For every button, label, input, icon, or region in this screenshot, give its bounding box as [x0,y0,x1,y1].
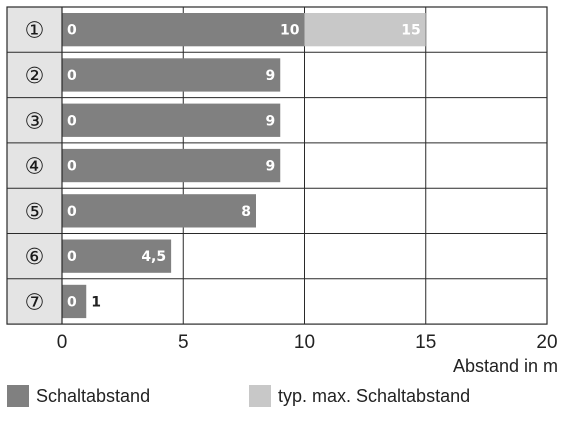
row-label-6: ⑥ [25,245,45,270]
bar-end-label-1: 10 [280,23,300,39]
bar-2 [62,58,281,92]
bar-1 [62,13,305,47]
chart-grid [7,7,548,325]
bar-start-label-3: 0 [67,113,77,129]
bar-start-label-1: 0 [67,23,77,39]
bar-end-label-7: 1 [91,294,101,310]
bar-6 [62,239,172,273]
bar-start-label-7: 0 [67,294,77,310]
row-label-1: ① [25,19,45,44]
x-tick-label-5: 5 [178,332,189,353]
bar-start-label-5: 0 [67,204,77,220]
legend-label-1: Schaltabstand [36,386,150,406]
row-label-3: ③ [25,109,45,134]
bar-end-label-6: 4,5 [141,249,166,265]
max-bar-1 [304,13,426,47]
bar-end-label-5: 8 [241,204,251,220]
legend-swatch-2 [249,385,271,407]
x-axis-ticks: 0 5 10 15 20 [57,332,558,353]
bar-start-label-6: 0 [67,249,77,265]
bar-5 [62,194,256,228]
bar-end-label-4: 9 [266,159,276,175]
row-label-column: ① ② ③ ④ ⑤ ⑥ ⑦ [7,7,62,325]
x-tick-label-0: 0 [57,332,68,353]
legend-label-2: typ. max. Schaltabstand [278,386,470,406]
max-bar-end-label-1: 15 [401,23,420,39]
chart-frame [6,6,548,325]
row-label-7: ⑦ [25,290,45,315]
chart-bars: 150 100 90 90 90 80 4,50 1 [62,13,426,319]
bar-3 [62,103,281,137]
x-tick-label-15: 15 [415,332,436,353]
bar-end-label-3: 9 [266,113,276,129]
legend-swatch-1 [7,385,29,407]
row-label-column-bg [7,7,62,325]
row-label-5: ⑤ [25,200,45,225]
bar-4 [62,148,281,183]
bar-7 [62,284,87,319]
row-label-2: ② [25,64,45,89]
x-axis-label: Abstand in m [453,356,558,376]
row-label-4: ④ [25,155,45,180]
bar-start-label-4: 0 [67,159,77,175]
chart-border [6,6,548,325]
x-tick-label-10: 10 [294,332,315,353]
bar-start-label-2: 0 [67,68,77,84]
x-tick-label-20: 20 [536,332,557,353]
bar-end-label-2: 9 [266,68,276,84]
chart-legend: Schaltabstand typ. max. Schaltabstand [7,385,470,407]
